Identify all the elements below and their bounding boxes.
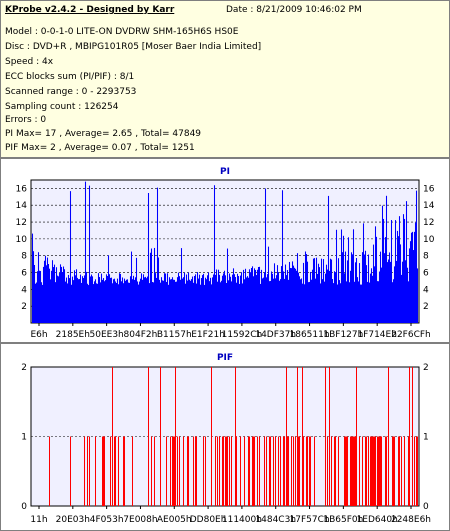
x-tick-label: 111400h bbox=[222, 515, 262, 525]
y-tick-label-right: 10 bbox=[423, 235, 435, 245]
x-tick-label: 1ED640h bbox=[357, 515, 398, 525]
y-tick-label-left: 16 bbox=[16, 184, 28, 194]
y-tick-label-left: 2 bbox=[21, 302, 27, 312]
x-tick-label: DD80Eh bbox=[190, 515, 227, 525]
range-line: Scanned range : 0 - 2293753 bbox=[5, 87, 137, 97]
x-tick-label: 20E03h bbox=[56, 515, 90, 525]
chart-title: PI bbox=[220, 167, 230, 177]
x-tick-label: 11592Ch bbox=[222, 330, 263, 340]
pi-chart: PI 2 2 4 4 6 6 8 8 10 10 12 12 14 14 16 16 E6h 2185Eh 50EE3… bbox=[16, 167, 435, 340]
x-tick-label: 22F6CFh bbox=[391, 330, 431, 340]
series-bars bbox=[49, 367, 418, 506]
x-tick-label: 17F57Ch bbox=[290, 515, 330, 525]
ecc-line: ECC blocks sum (PI/PIF) : 8/1 bbox=[5, 72, 135, 82]
x-tick-label: 7E008h bbox=[123, 515, 157, 525]
y-tick-label-right: 4 bbox=[423, 285, 429, 295]
x-tick-label: E6h bbox=[30, 330, 47, 340]
y-tick-label-right: 8 bbox=[423, 252, 429, 262]
x-tick-label: 1B65F0h bbox=[323, 515, 363, 525]
pif-summary-line: PIF Max= 2 , Average= 0.07 , Total= 1251 bbox=[5, 143, 195, 153]
errors-line: Errors : 0 bbox=[5, 115, 47, 125]
y-tick-label-right: 2 bbox=[423, 302, 429, 312]
x-tick-label: 2248E6h bbox=[391, 515, 431, 525]
y-tick-label-left: 0 bbox=[21, 502, 27, 512]
y-tick-label-left: 14 bbox=[16, 201, 28, 211]
model-line: Model : 0-0-1-0 LITE-ON DVDRW SHM-165H6S… bbox=[5, 27, 239, 37]
y-tick-label-left: 10 bbox=[16, 235, 28, 245]
y-tick-label-right: 6 bbox=[423, 269, 429, 279]
y-tick-label-left: 12 bbox=[16, 218, 27, 228]
x-tick-label: B1157h bbox=[157, 330, 192, 340]
x-tick-label: 186511h bbox=[290, 330, 330, 340]
x-tick-label: 2185Eh bbox=[56, 330, 90, 340]
x-tick-label: E1F21h bbox=[191, 330, 225, 340]
disc-line: Disc : DVD+R , MBIPG101R05 [Moser Baer I… bbox=[5, 42, 262, 52]
series-bars bbox=[31, 181, 419, 323]
y-tick-label-right: 2 bbox=[423, 363, 429, 373]
y-tick-label-right: 0 bbox=[423, 502, 429, 512]
y-tick-label-left: 1 bbox=[21, 433, 27, 443]
x-tick-label: 1BF127h bbox=[323, 330, 363, 340]
y-tick-label-left: 2 bbox=[21, 363, 27, 373]
info-panel: KProbe v2.4.2 - Designed by Karr Date : … bbox=[0, 0, 450, 158]
y-tick-label-right: 1 bbox=[423, 433, 429, 443]
x-tick-label: 11h bbox=[30, 515, 47, 525]
speed-line: Speed : 4x bbox=[5, 57, 54, 67]
scan-date: Date : 8/21/2009 10:46:02 PM bbox=[226, 5, 362, 15]
app-title: KProbe v2.4.2 - Designed by Karr bbox=[5, 5, 175, 15]
x-tick-label: AE005h bbox=[157, 515, 192, 525]
pif-chart: PIF 0 0 1 1 2 2 11h 20E03h 4F053h 7E008h AE005hDD80… bbox=[21, 353, 431, 525]
x-tick-label: 1F714Eh bbox=[357, 330, 396, 340]
y-tick-label-right: 16 bbox=[423, 184, 435, 194]
pi-chart-panel: PI 2 2 4 4 6 6 8 8 10 10 12 12 14 14 16 16 E6h 2185Eh 50EE3… bbox=[0, 158, 450, 343]
x-tick-label: 1484C3h bbox=[255, 515, 296, 525]
y-tick-label-left: 6 bbox=[21, 269, 27, 279]
pi-summary-line: PI Max= 17 , Average= 2.65 , Total= 4784… bbox=[5, 129, 202, 139]
x-tick-label: 804F2h bbox=[124, 330, 158, 340]
chart-title: PIF bbox=[217, 353, 233, 363]
y-tick-label-left: 8 bbox=[21, 252, 27, 262]
sampling-line: Sampling count : 126254 bbox=[5, 102, 119, 112]
y-tick-label-right: 12 bbox=[423, 218, 434, 228]
x-tick-label: 4F053h bbox=[90, 515, 124, 525]
x-tick-label: 50EE3h bbox=[90, 330, 124, 340]
y-tick-label-left: 4 bbox=[21, 285, 27, 295]
y-tick-label-right: 14 bbox=[423, 201, 435, 211]
pif-chart-panel: PIF 0 0 1 1 2 2 11h 20E03h 4F053h 7E008h AE005h DD80… bbox=[0, 343, 450, 531]
x-tick-label: 14DF37h bbox=[255, 330, 296, 340]
